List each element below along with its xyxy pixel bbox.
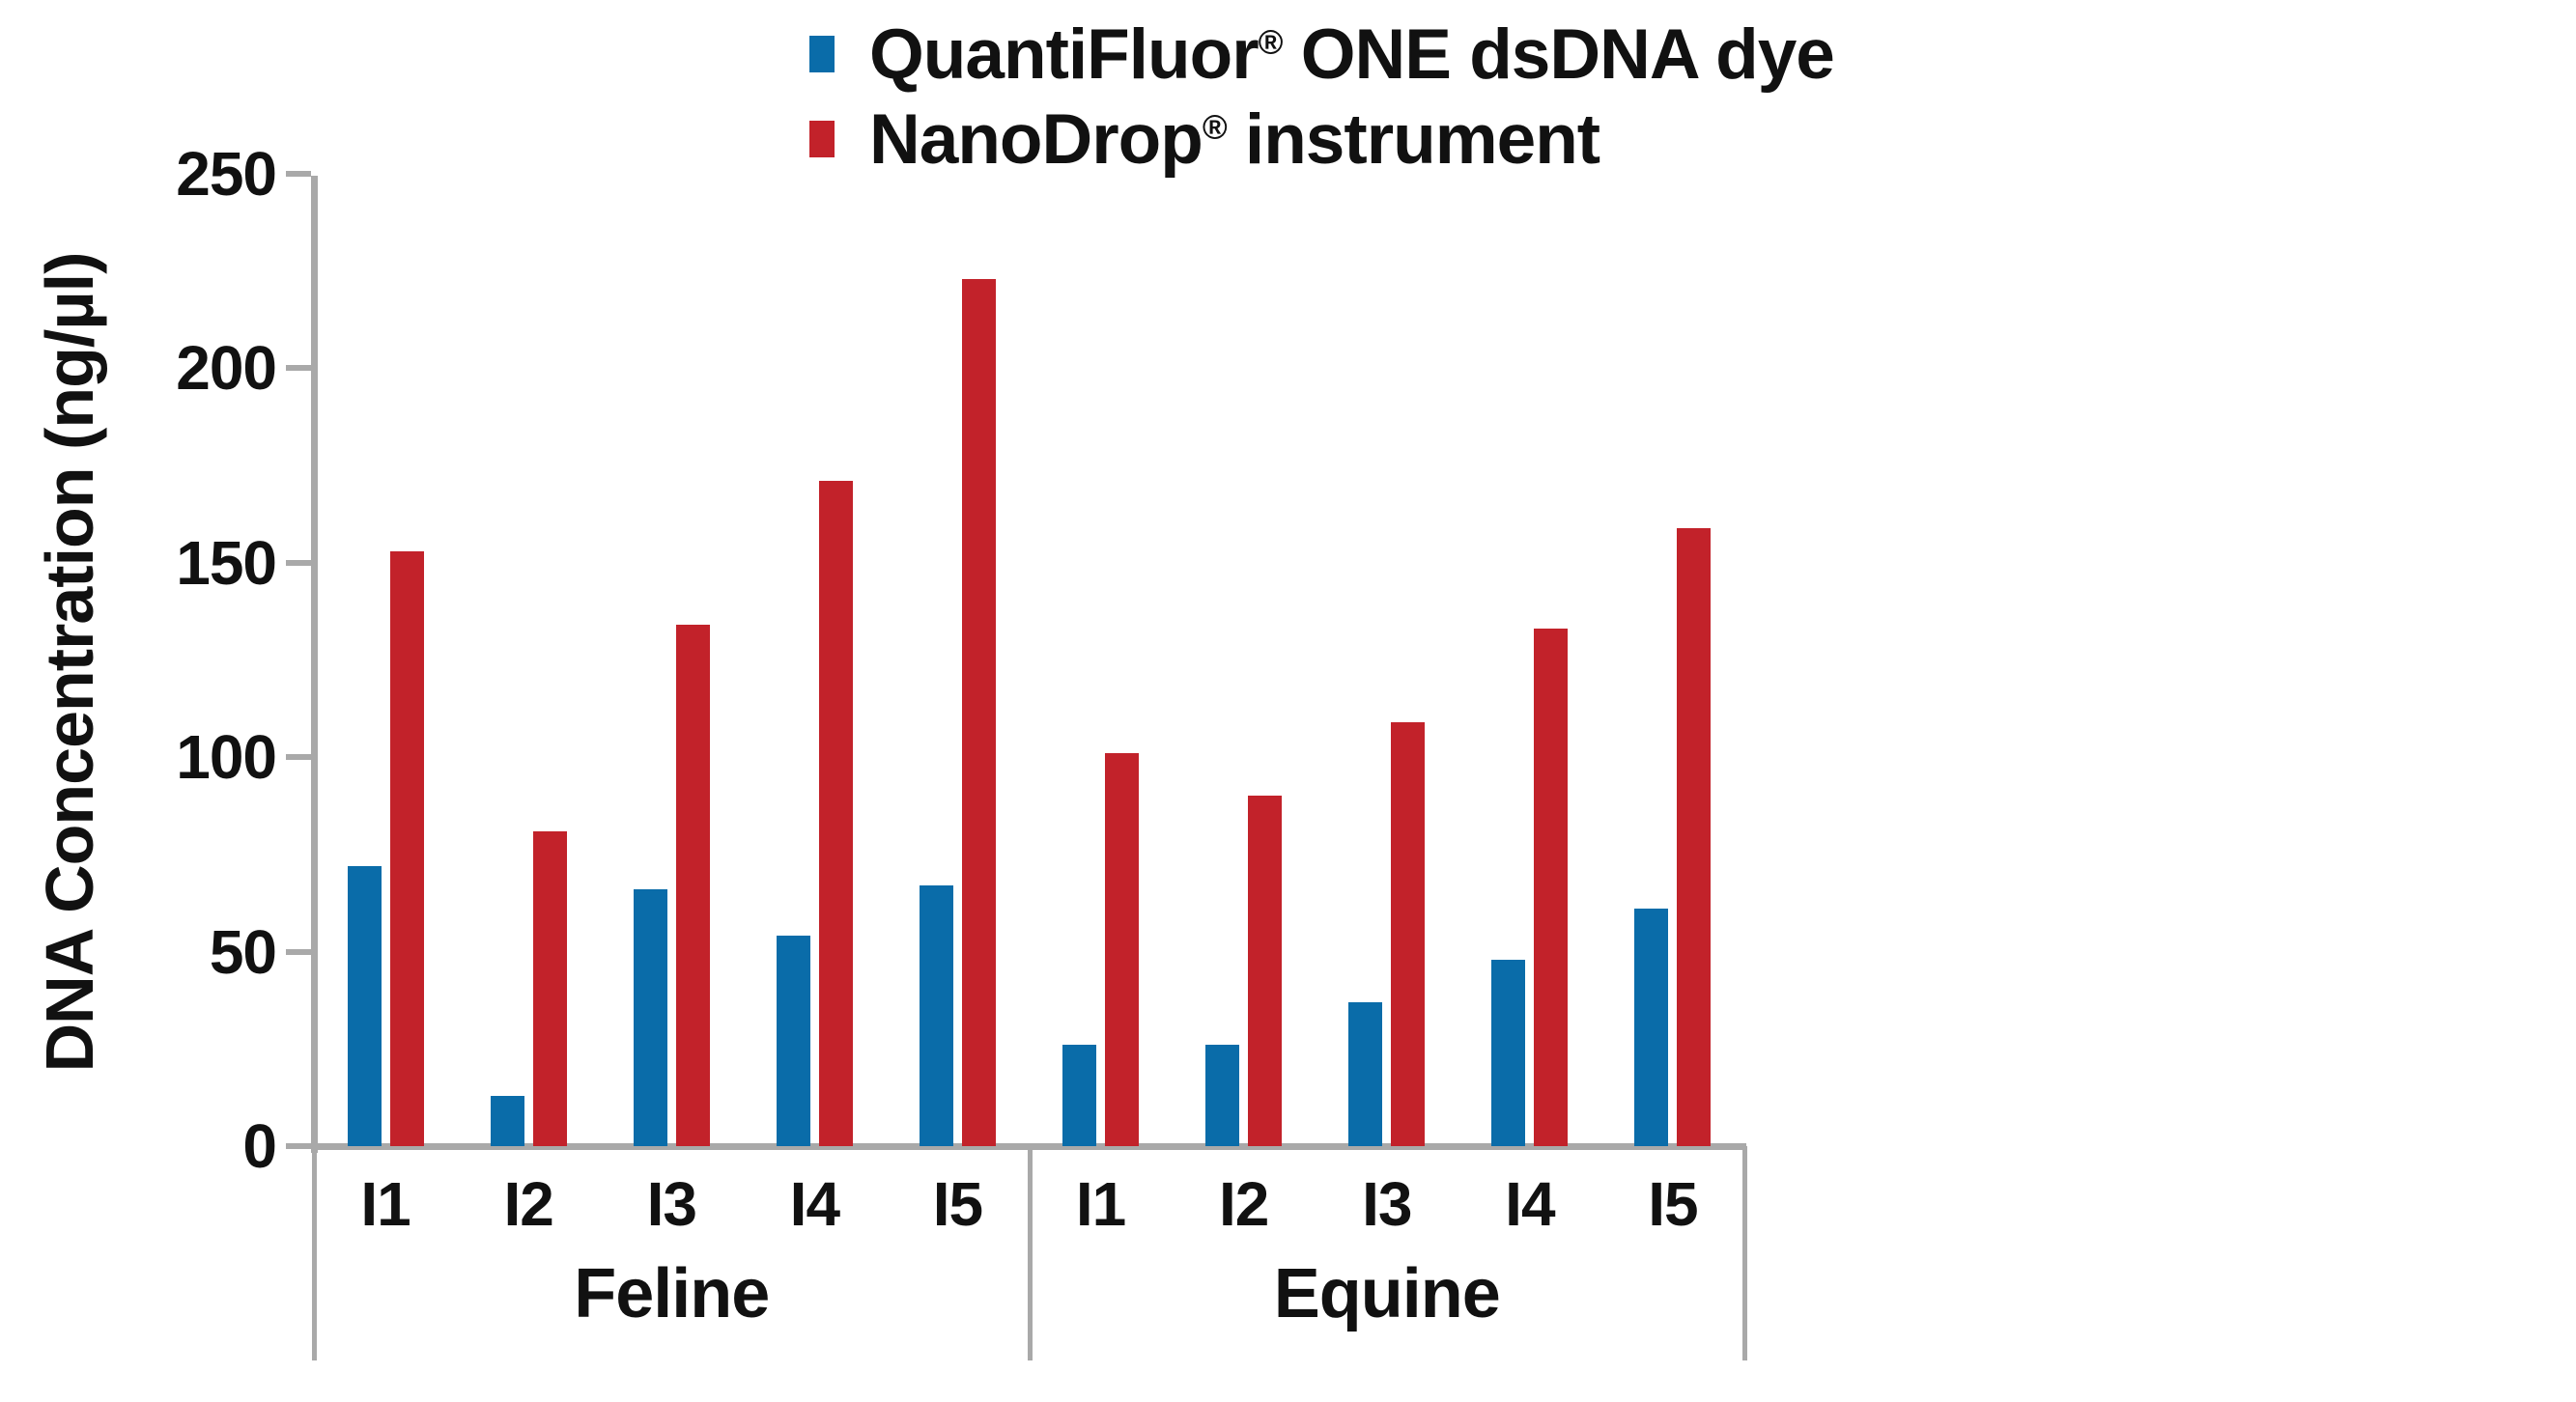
x-category-label-equine-i2: I2 <box>1218 1169 1269 1239</box>
x-group-label-feline: Feline <box>574 1255 770 1332</box>
y-tick-label-150: 150 <box>176 527 277 598</box>
x-group-label-equine: Equine <box>1273 1255 1501 1332</box>
x-category-label-equine-i4: I4 <box>1505 1169 1555 1239</box>
x-category-label-equine-i5: I5 <box>1648 1169 1698 1239</box>
bar-s2-feline-i4 <box>819 481 853 1146</box>
y-axis-line <box>311 176 318 1153</box>
bar-s2-equine-i4 <box>1534 629 1568 1146</box>
bar-s2-equine-i3 <box>1391 722 1425 1146</box>
registered-trademark-symbol: ® <box>1258 23 1284 62</box>
x-group-bracket-1 <box>1027 1146 1033 1360</box>
bar-s2-equine-i2 <box>1248 796 1282 1146</box>
legend: QuantiFluor® ONE dsDNA dye NanoDrop® ins… <box>809 12 1835 182</box>
y-axis-title: DNA Concentration (ng/µl) <box>32 252 107 1073</box>
bar-s1-equine-i1 <box>1062 1045 1096 1146</box>
x-group-bracket-2 <box>1742 1146 1747 1360</box>
bar-s1-feline-i4 <box>777 936 810 1146</box>
y-tick-label-250: 250 <box>176 139 277 209</box>
bar-s1-equine-i5 <box>1634 909 1668 1146</box>
bar-s1-equine-i4 <box>1491 960 1525 1146</box>
x-category-label-feline-i2: I2 <box>503 1169 553 1239</box>
y-tick-label-200: 200 <box>176 333 277 404</box>
y-tick-label-0: 0 <box>242 1111 277 1181</box>
x-category-label-equine-i1: I1 <box>1075 1169 1126 1239</box>
y-tick-label-100: 100 <box>176 722 277 793</box>
bar-s1-feline-i5 <box>920 885 953 1146</box>
legend-item-nanodrop: NanoDrop® instrument <box>809 97 1834 182</box>
bar-s1-feline-i1 <box>348 866 382 1146</box>
x-category-label-equine-i3: I3 <box>1362 1169 1412 1239</box>
legend-item-quantifluor: QuantiFluor® ONE dsDNA dye <box>809 12 1835 97</box>
y-tick-200 <box>286 365 311 372</box>
legend-label-quantifluor: QuantiFluor® ONE dsDNA dye <box>869 14 1835 94</box>
x-group-bracket-0 <box>312 1146 317 1360</box>
x-category-label-feline-i4: I4 <box>789 1169 840 1239</box>
bar-s1-equine-i2 <box>1205 1045 1239 1146</box>
y-tick-150 <box>286 559 311 566</box>
legend-swatch-quantifluor-icon <box>809 36 835 72</box>
bar-s1-feline-i3 <box>634 889 667 1146</box>
bar-s2-equine-i1 <box>1105 753 1139 1146</box>
x-category-label-feline-i1: I1 <box>360 1169 410 1239</box>
bar-s1-feline-i2 <box>491 1096 524 1146</box>
y-tick-250 <box>286 171 311 177</box>
y-tick-50 <box>286 948 311 955</box>
y-tick-0 <box>286 1143 311 1149</box>
registered-trademark-symbol: ® <box>1202 108 1228 147</box>
bar-s2-feline-i5 <box>962 279 996 1146</box>
legend-label-nanodrop: NanoDrop® instrument <box>869 99 1600 179</box>
bar-s2-feline-i1 <box>390 551 424 1146</box>
x-category-label-feline-i5: I5 <box>932 1169 983 1239</box>
bar-s1-equine-i3 <box>1348 1002 1382 1146</box>
x-category-label-feline-i3: I3 <box>646 1169 697 1239</box>
y-tick-label-50: 50 <box>209 916 277 987</box>
bar-s2-feline-i2 <box>533 831 567 1146</box>
legend-swatch-nanodrop-icon <box>809 121 835 157</box>
bar-s2-equine-i5 <box>1677 528 1711 1146</box>
bar-s2-feline-i3 <box>676 625 710 1146</box>
y-tick-100 <box>286 754 311 761</box>
